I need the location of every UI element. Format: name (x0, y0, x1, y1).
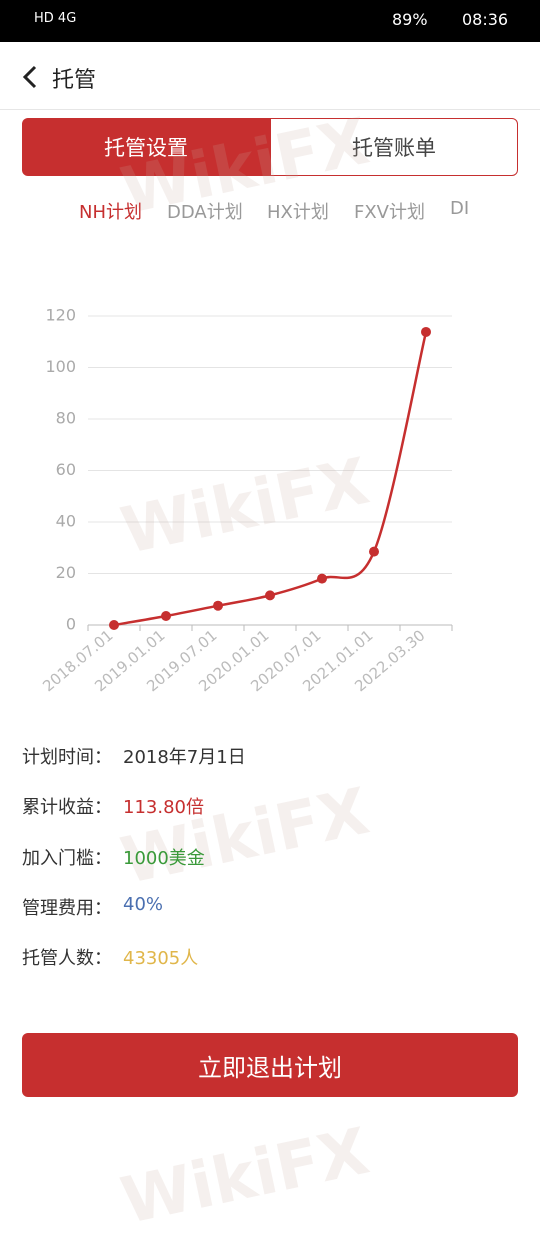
tab[interactable]: 托管设置 (22, 118, 270, 176)
chart: 0204060801001202018.07.012019.01.012019.… (39, 306, 453, 695)
network-indicator: HD 4G (34, 11, 77, 26)
plan-tab[interactable]: NH计划 (79, 202, 142, 223)
info-value: 1000美金 (123, 847, 205, 869)
info-value: 2018年7月1日 (123, 747, 246, 768)
point (265, 590, 275, 601)
battery-level: 89% (392, 10, 428, 29)
page-title: 托管 (52, 68, 97, 93)
y-tick-label: 0 (66, 615, 76, 634)
info-label: 累计收益： (22, 797, 112, 819)
info-value: 40% (123, 893, 164, 915)
line (113, 331, 428, 627)
header: 托管 (0, 42, 540, 110)
point (421, 326, 431, 337)
plan-tab[interactable]: DI (450, 198, 470, 219)
watermark: WikiFX (115, 1114, 376, 1239)
point (369, 546, 379, 557)
info-label: 计划时间： (22, 747, 112, 768)
info-label: 管理费用： (22, 897, 112, 919)
plan-tab[interactable]: DDA计划 (167, 202, 243, 223)
y-tick-label: 20 (56, 563, 76, 582)
clock: 08:36 (462, 10, 509, 29)
info-value: 113.80倍 (123, 797, 204, 819)
y-tick-label: 80 (56, 409, 76, 428)
point (317, 573, 327, 584)
plan-tab[interactable]: HX计划 (267, 202, 329, 223)
y-tick-label: 120 (45, 306, 76, 325)
info-value: 43305人 (123, 948, 199, 970)
point (213, 600, 223, 611)
y-tick-label: 60 (56, 460, 76, 479)
y-tick-label: 40 (56, 512, 76, 531)
status-bar: HD 4G 89% 08:36 (0, 0, 540, 42)
plan-tab[interactable]: FXV计划 (354, 202, 425, 223)
back-button[interactable] (20, 64, 40, 90)
y-tick-label: 100 (45, 357, 76, 376)
point (109, 620, 119, 630)
tab[interactable]: 托管账单 (270, 118, 518, 176)
exit-plan-button[interactable]: 立即退出计划 (22, 1033, 518, 1097)
info-label: 加入门槛： (22, 847, 112, 869)
point (161, 610, 171, 621)
info-label: 托管人数： (22, 948, 112, 970)
